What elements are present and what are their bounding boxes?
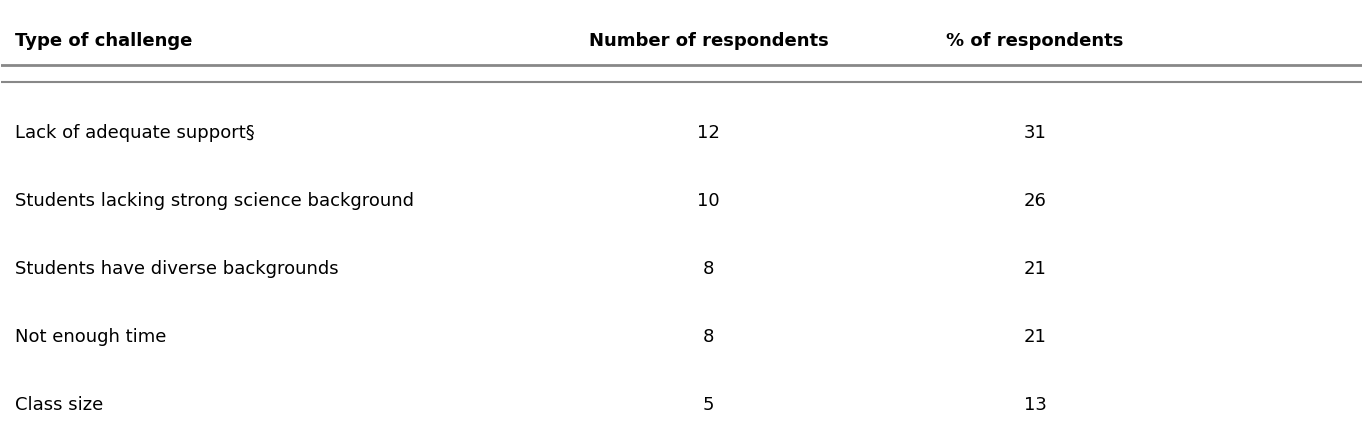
Text: 21: 21 [1024, 328, 1047, 346]
Text: Students lacking strong science background: Students lacking strong science backgrou… [15, 192, 414, 210]
Text: Not enough time: Not enough time [15, 328, 166, 346]
Text: 10: 10 [698, 192, 720, 210]
Text: 13: 13 [1024, 396, 1047, 414]
Text: Number of respondents: Number of respondents [589, 32, 829, 50]
Text: 12: 12 [698, 124, 720, 142]
Text: 26: 26 [1024, 192, 1047, 210]
Text: Students have diverse backgrounds: Students have diverse backgrounds [15, 260, 338, 278]
Text: 8: 8 [703, 260, 714, 278]
Text: % of respondents: % of respondents [946, 32, 1124, 50]
Text: Lack of adequate support§: Lack of adequate support§ [15, 124, 255, 142]
Text: Type of challenge: Type of challenge [15, 32, 192, 50]
Text: 21: 21 [1024, 260, 1047, 278]
Text: Class size: Class size [15, 396, 104, 414]
Text: 8: 8 [703, 328, 714, 346]
Text: 5: 5 [703, 396, 714, 414]
Text: 31: 31 [1024, 124, 1047, 142]
